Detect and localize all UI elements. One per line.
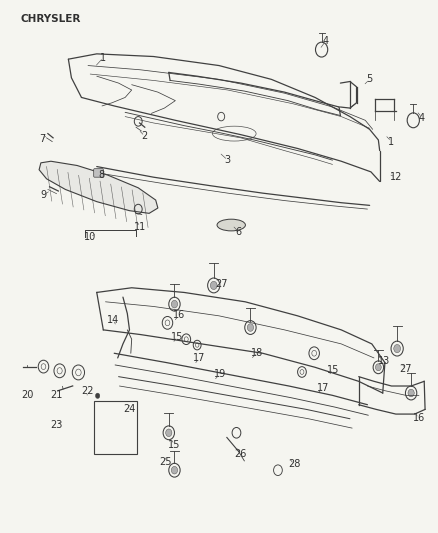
FancyBboxPatch shape	[94, 168, 103, 177]
Text: 9: 9	[40, 190, 46, 200]
Text: 1: 1	[389, 136, 395, 147]
Circle shape	[171, 466, 177, 474]
Text: 24: 24	[124, 404, 136, 414]
Text: 26: 26	[234, 449, 246, 458]
Text: 17: 17	[317, 383, 329, 393]
Text: 28: 28	[288, 459, 300, 469]
Circle shape	[95, 393, 100, 399]
Circle shape	[394, 344, 400, 353]
Circle shape	[171, 300, 177, 308]
Text: 1: 1	[100, 53, 106, 62]
Text: 15: 15	[327, 365, 339, 375]
Text: 11: 11	[134, 222, 147, 232]
Text: 4: 4	[323, 36, 329, 45]
Text: 14: 14	[107, 314, 120, 325]
Text: 18: 18	[251, 348, 264, 358]
Text: 27: 27	[399, 364, 412, 374]
Text: 3: 3	[225, 155, 231, 165]
Text: 16: 16	[413, 413, 425, 423]
Text: 13: 13	[378, 356, 390, 366]
Text: 2: 2	[141, 131, 148, 141]
Text: 12: 12	[390, 172, 402, 182]
Text: 16: 16	[173, 310, 185, 320]
Text: CHRYSLER: CHRYSLER	[20, 14, 81, 25]
Text: 8: 8	[98, 170, 104, 180]
Text: 19: 19	[214, 369, 226, 379]
Circle shape	[375, 364, 381, 371]
PathPatch shape	[39, 161, 158, 213]
Text: 17: 17	[193, 353, 205, 363]
Circle shape	[210, 281, 217, 289]
Text: 7: 7	[39, 134, 45, 144]
Text: 10: 10	[84, 232, 96, 243]
Text: 25: 25	[159, 457, 172, 467]
Ellipse shape	[217, 219, 245, 231]
Text: 5: 5	[367, 75, 373, 84]
Circle shape	[247, 324, 254, 332]
Circle shape	[166, 429, 172, 437]
Text: 23: 23	[50, 420, 63, 430]
Text: 20: 20	[21, 390, 34, 400]
Text: 21: 21	[50, 390, 63, 400]
Text: 6: 6	[236, 227, 242, 237]
Text: 22: 22	[81, 386, 93, 397]
Text: 15: 15	[171, 332, 184, 342]
Text: 4: 4	[419, 112, 425, 123]
Text: 15: 15	[168, 440, 180, 450]
Text: 27: 27	[215, 279, 227, 288]
Circle shape	[408, 389, 414, 397]
